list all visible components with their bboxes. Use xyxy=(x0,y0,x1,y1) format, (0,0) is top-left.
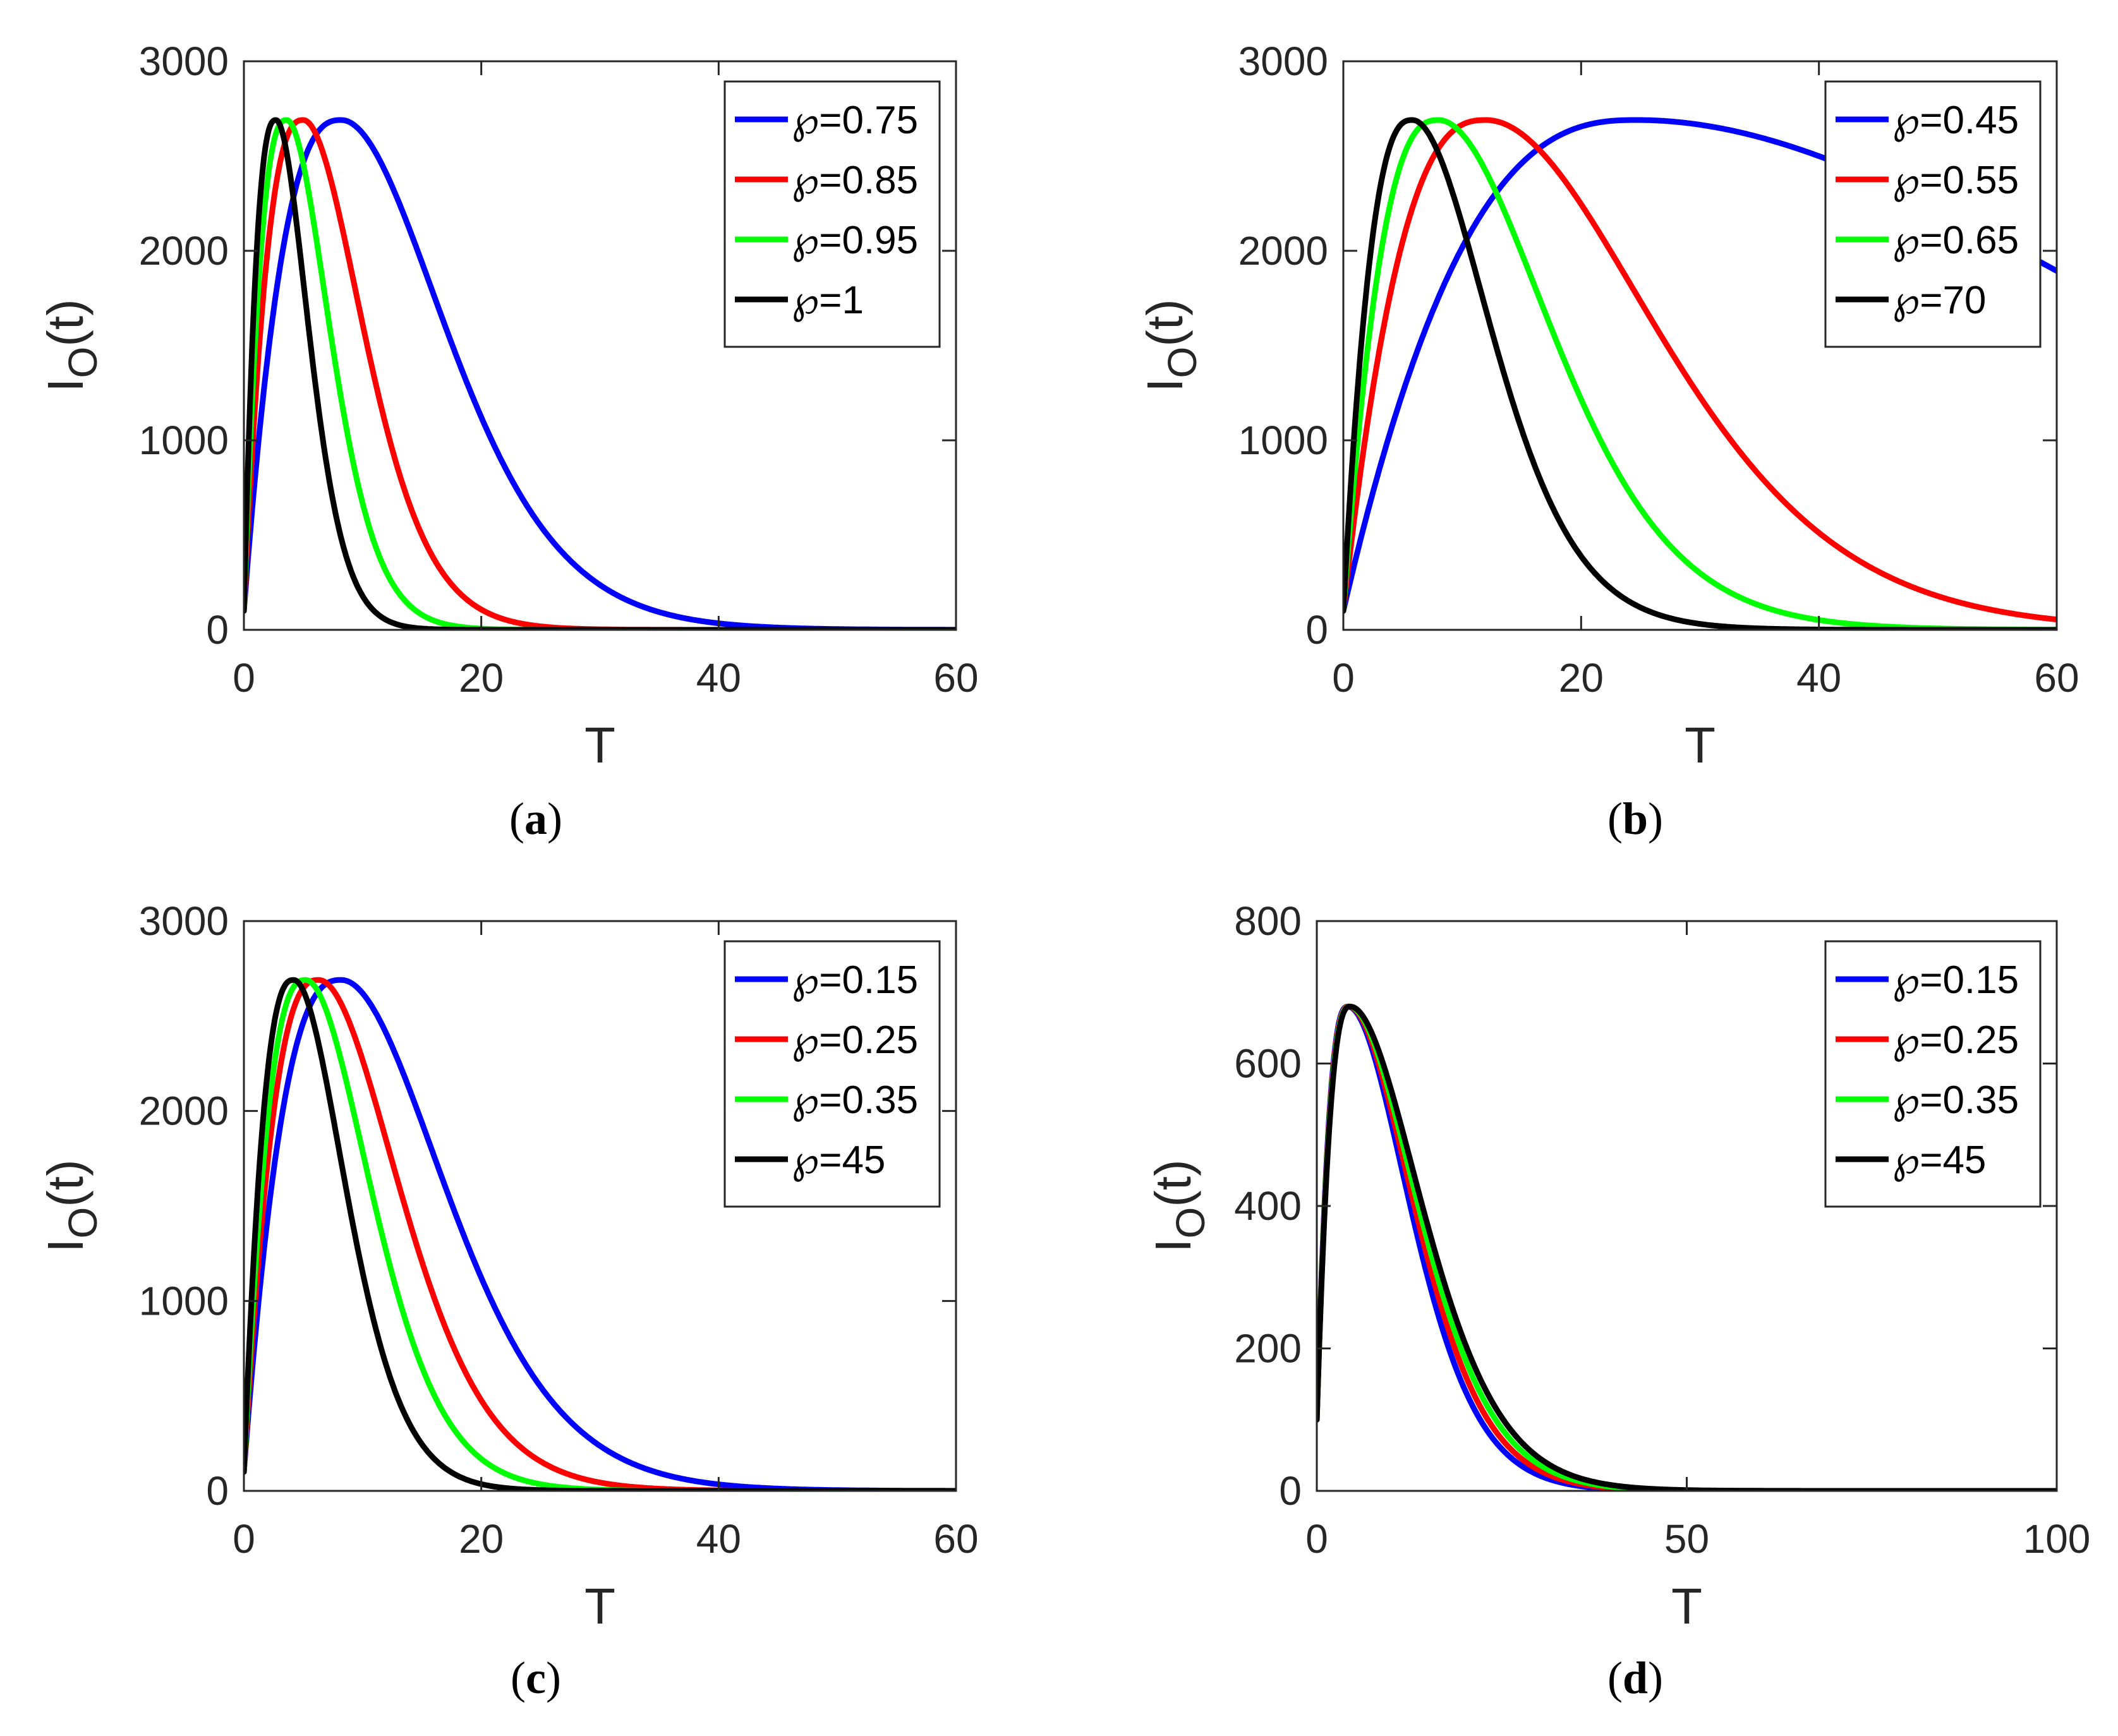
series-line-2 xyxy=(1343,117,2057,623)
panel-d: 0 50 1000200400600800TIO(t)℘=0.15℘=0.25℘=0… xyxy=(1145,898,2090,1703)
panel-b: 0 20 40 600100020003000TIO(t)℘=0.45℘=0.55℘=… xyxy=(1137,39,2079,844)
y-tick-label: 3000 xyxy=(139,39,229,84)
legend-label: ℘=0.25 xyxy=(792,1018,918,1062)
y-tick-label: 800 xyxy=(1234,898,1302,944)
legend-box xyxy=(723,940,941,1208)
panel-c: 0 20 40 600100020003000TIO(t)℘=0.15℘=0.25℘=… xyxy=(37,898,979,1703)
panel-a: 0 20 40 600100020003000TIO(t)℘=0.75℘=0.85℘=… xyxy=(37,39,979,844)
y-tick-label: 0 xyxy=(1305,607,1328,653)
axes-box xyxy=(243,920,957,1492)
axes-box xyxy=(1342,60,2058,631)
y-tick-label: 3000 xyxy=(1238,39,1328,84)
y-tick-label: 3000 xyxy=(139,898,229,944)
y-tick-label: 400 xyxy=(1234,1183,1302,1229)
legend-label: ℘=45 xyxy=(1892,1138,1986,1182)
x-tick-label: 20 xyxy=(459,1516,504,1562)
legend-box xyxy=(1824,940,2042,1208)
y-tick-label: 0 xyxy=(206,607,229,653)
y-tick-label: 1000 xyxy=(139,418,229,463)
legend-label: ℘=0.35 xyxy=(792,1078,918,1122)
y-axis-title: IO(t) xyxy=(37,1159,106,1253)
y-tick-label: 0 xyxy=(206,1468,229,1514)
panel-caption: (c) xyxy=(511,1653,561,1703)
x-axis-title: T xyxy=(1685,717,1716,773)
panel-caption: (d) xyxy=(1607,1653,1663,1703)
y-tick-label: 1000 xyxy=(1238,418,1328,463)
legend: ℘=0.15 ℘=0.25 ℘=0.35 ℘=45 xyxy=(1824,940,2042,1208)
y-axis-title: IO(t) xyxy=(1137,299,1205,392)
y-tick-label: 1000 xyxy=(139,1278,229,1323)
legend: ℘=0.75 ℘=0.85 ℘=0.95 ℘=1 xyxy=(723,80,941,348)
y-tick-label: 0 xyxy=(1279,1468,1302,1514)
x-tick-label: 20 xyxy=(1559,655,1604,701)
x-axis-title: T xyxy=(584,717,615,773)
y-axis-title: IO(t) xyxy=(37,299,106,392)
panel-caption: (b) xyxy=(1607,793,1663,844)
y-tick-label: 600 xyxy=(1234,1041,1302,1087)
x-tick-label: 40 xyxy=(1796,655,1841,701)
legend-label: ℘=0.85 xyxy=(792,159,918,202)
legend-label: ℘=1 xyxy=(792,279,864,322)
x-tick-label: 60 xyxy=(933,1516,978,1562)
legend-label: ℘=0.95 xyxy=(792,219,918,262)
legend-label: ℘=0.35 xyxy=(1892,1078,2019,1122)
legend-label: ℘=45 xyxy=(792,1138,885,1182)
panel-caption: (a) xyxy=(509,793,562,844)
legend: ℘=0.15 ℘=0.25 ℘=0.35 ℘=45 xyxy=(723,940,941,1208)
legend: ℘=0.45 ℘=0.55 ℘=0.65 ℘=70 xyxy=(1824,80,2042,348)
y-tick-label: 2000 xyxy=(139,1088,229,1134)
x-tick-label: 50 xyxy=(1664,1516,1709,1562)
legend-box xyxy=(1824,80,2042,348)
x-axis-title: T xyxy=(1671,1578,1702,1634)
legend-label: ℘=0.45 xyxy=(1892,99,2019,142)
legend-label: ℘=0.55 xyxy=(1892,159,2019,202)
legend-label: ℘=0.25 xyxy=(1892,1018,2019,1062)
legend-label: ℘=0.75 xyxy=(792,99,918,142)
series-line-2 xyxy=(244,977,956,1491)
legend-label: ℘=0.15 xyxy=(1892,958,2019,1002)
series-line-4 xyxy=(1343,117,2057,630)
x-tick-label: 20 xyxy=(459,655,504,701)
x-tick-label: 0 xyxy=(1305,1516,1328,1562)
x-tick-label: 60 xyxy=(2034,655,2079,701)
legend-label: ℘=70 xyxy=(1892,279,1986,322)
legend-label: ℘=0.65 xyxy=(1892,219,2019,262)
y-tick-label: 2000 xyxy=(139,228,229,274)
y-axis-title: IO(t) xyxy=(1145,1159,1213,1253)
x-tick-label: 0 xyxy=(1332,655,1355,701)
legend-box xyxy=(723,80,941,348)
x-tick-label: 40 xyxy=(696,1516,741,1562)
x-tick-label: 0 xyxy=(233,1516,255,1562)
x-tick-label: 100 xyxy=(2023,1516,2091,1562)
x-tick-label: 0 xyxy=(233,655,255,701)
legend-label: ℘=0.15 xyxy=(792,958,918,1002)
axes-box xyxy=(243,60,957,631)
x-axis-title: T xyxy=(584,1578,615,1634)
series-line-3 xyxy=(244,117,956,630)
series-line-4 xyxy=(244,117,956,630)
y-tick-label: 200 xyxy=(1234,1326,1302,1371)
y-tick-label: 2000 xyxy=(1238,228,1328,274)
x-tick-label: 60 xyxy=(933,655,978,701)
x-tick-label: 40 xyxy=(696,655,741,701)
